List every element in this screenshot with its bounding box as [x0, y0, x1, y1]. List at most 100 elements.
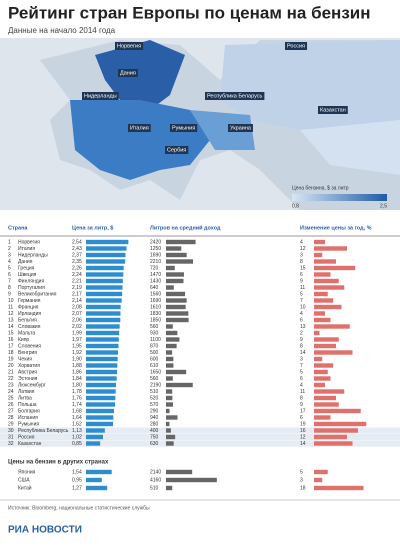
rank: 1	[8, 239, 11, 245]
map-label-box	[115, 42, 144, 50]
rank: 9	[8, 291, 11, 297]
change: 17	[300, 408, 306, 414]
column-header: Литров на средний доход	[150, 224, 221, 231]
change-bar	[314, 291, 328, 297]
change: 4	[300, 239, 303, 245]
price-bar	[86, 415, 114, 420]
liters: 870	[150, 343, 159, 349]
row-highlight	[0, 440, 400, 447]
liters-bar	[166, 259, 194, 264]
country: Италия	[18, 246, 35, 252]
liters: 1830	[150, 311, 161, 317]
other-title: Цены на бензин в других странах	[8, 459, 109, 466]
liters-bar	[166, 415, 178, 420]
map-label-box	[205, 92, 265, 100]
liters-bar	[166, 421, 170, 427]
change-bar	[314, 382, 325, 388]
change: 10	[300, 304, 306, 310]
price-bar	[86, 350, 118, 355]
country: Эстония	[18, 376, 38, 382]
liters: 2210	[150, 259, 161, 265]
map-label-box	[318, 106, 348, 114]
change: 6	[300, 317, 303, 323]
price: 1,80	[72, 382, 82, 388]
price: 2,19	[72, 285, 82, 291]
liters-bar	[166, 311, 189, 316]
price-bar	[86, 278, 123, 284]
change: 6	[300, 376, 303, 382]
country: Германия	[18, 298, 41, 304]
country: Ирландия	[18, 311, 41, 317]
price: 1,62	[72, 421, 82, 427]
map-label: Нидерланды	[84, 93, 117, 99]
liters: 1100	[150, 337, 161, 343]
change: 12	[300, 434, 306, 440]
price: 1,74	[72, 402, 82, 408]
price-bar	[86, 356, 118, 362]
price: 1,84	[72, 376, 82, 382]
change-bar	[314, 402, 339, 407]
change-bar	[314, 330, 320, 336]
country: Португалия	[18, 285, 45, 291]
liters: 1690	[150, 252, 161, 258]
liters-bar	[166, 285, 174, 290]
country: Польша	[18, 402, 37, 408]
price-bar	[86, 428, 105, 433]
rank: 3	[8, 252, 11, 258]
price-bar	[86, 434, 103, 440]
country: Венгрия	[18, 350, 37, 356]
price-bar	[86, 485, 108, 491]
rank: 31	[8, 434, 14, 440]
price-bar	[86, 330, 120, 336]
change-bar	[314, 239, 325, 245]
rank: 14	[8, 324, 14, 330]
map-label: Норвегия	[117, 43, 141, 49]
liters: 4160	[150, 477, 161, 483]
price-bar	[86, 291, 123, 297]
row-highlight	[0, 434, 400, 441]
country: Нидерланды	[18, 252, 48, 258]
country: Кипр	[18, 337, 29, 343]
change-bar	[314, 369, 328, 375]
country: Швеция	[18, 272, 37, 278]
liters: 940	[150, 415, 159, 421]
kazakhstan	[300, 120, 400, 175]
price-bar	[86, 259, 126, 264]
change: 14	[300, 441, 306, 447]
liters: 2140	[150, 469, 161, 475]
country: Китай	[18, 484, 32, 491]
country: Хорватия	[18, 363, 40, 369]
liters-bar	[166, 291, 186, 297]
legend-max: 2,5	[380, 203, 387, 209]
change-bar	[314, 311, 325, 316]
country: Бельгия	[18, 317, 37, 323]
country: Словакия	[18, 324, 41, 330]
liters-bar	[166, 376, 173, 381]
change-bar	[314, 356, 323, 362]
rank: 30	[8, 428, 14, 434]
change: 7	[300, 298, 303, 304]
price: 1,97	[72, 337, 82, 343]
change-bar	[314, 304, 342, 310]
rank: 10	[8, 298, 14, 304]
price: 2,26	[72, 265, 82, 271]
legend-title: Цена бензина, $ за литр	[292, 185, 349, 191]
price-bar	[86, 382, 116, 388]
country: Мальта	[18, 330, 35, 336]
change-bar	[314, 285, 345, 290]
price-bar	[86, 421, 113, 427]
change: 9	[300, 337, 303, 343]
country: Япония	[18, 469, 36, 475]
liters: 630	[150, 441, 159, 447]
liters-bar	[166, 304, 186, 310]
liters: 1850	[150, 317, 161, 323]
liters-bar	[166, 408, 170, 414]
change-bar	[314, 421, 367, 427]
country: Чехия	[18, 356, 32, 362]
change: 3	[300, 477, 303, 483]
change-bar	[314, 265, 356, 271]
country: Латвия	[18, 389, 35, 395]
change-bar	[314, 428, 358, 433]
liters-bar	[166, 252, 187, 258]
